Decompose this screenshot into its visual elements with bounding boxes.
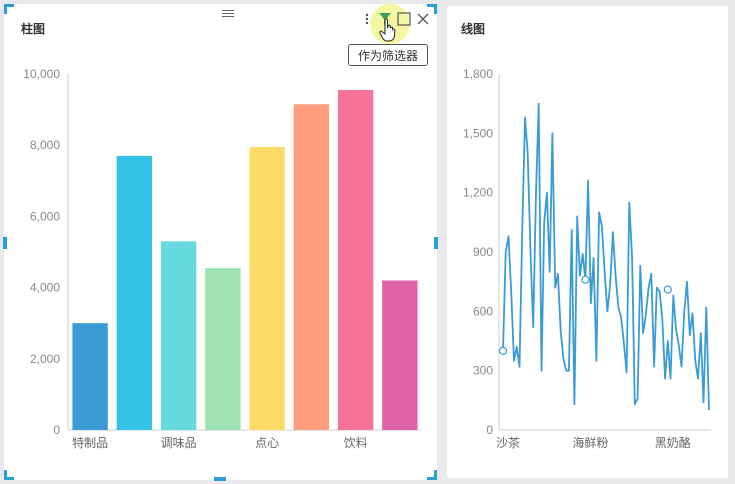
filter-tooltip: 作为筛选器 [348, 44, 428, 66]
selection-corner [434, 470, 437, 480]
y-tick-label: 1,500 [463, 126, 493, 140]
bar [205, 268, 241, 430]
x-tick-label: 点心 [255, 436, 279, 450]
selection-corner [4, 4, 14, 7]
y-tick-label: 8,000 [30, 138, 60, 152]
x-tick-label: 海鲜粉 [572, 435, 608, 450]
resize-handle-right[interactable] [434, 237, 438, 249]
bar-chart-title: 柱图 [21, 22, 46, 36]
bar [293, 104, 330, 430]
y-tick-label: 4,000 [30, 281, 60, 295]
bar [116, 155, 153, 430]
y-tick-label: 900 [473, 245, 493, 259]
line-chart: 0 300 600 900 1,200 1,500 1,800 沙茶 海鲜粉 黑奶酪 [463, 67, 711, 450]
bar-chart: 0 2,000 4,000 6,000 8,000 10,000 特制品 调味品 点心 饮料 [23, 67, 422, 450]
resize-handle-left[interactable] [3, 237, 7, 249]
close-icon[interactable] [417, 12, 429, 25]
drag-handle-icon[interactable] [222, 10, 234, 18]
y-tick-label: 10,000 [23, 67, 60, 81]
y-tick-label: 300 [473, 364, 493, 378]
data-point-marker [663, 285, 672, 294]
y-tick-label: 1,800 [463, 67, 493, 81]
bar [382, 280, 418, 430]
selection-corner [427, 477, 437, 480]
bar [72, 323, 108, 430]
maximize-icon[interactable] [397, 12, 411, 26]
selection-corner [4, 477, 14, 480]
bar [249, 146, 285, 431]
more-icon[interactable] [364, 12, 370, 26]
selection-corner [4, 4, 7, 14]
data-point-marker [581, 275, 590, 284]
y-tick-label: 0 [486, 423, 493, 437]
series-line [502, 102, 710, 411]
bar [160, 241, 197, 430]
x-tick-label: 沙茶 [496, 435, 520, 450]
x-tick-label: 黑奶酪 [655, 435, 691, 450]
y-tick-label: 600 [473, 304, 493, 318]
y-tick-label: 6,000 [30, 209, 60, 223]
resize-handle-bottom[interactable] [214, 477, 226, 481]
bar [337, 90, 374, 431]
x-tick-label: 调味品 [161, 436, 197, 450]
line-chart-title: 线图 [461, 22, 486, 36]
selection-corner [434, 4, 437, 14]
selection-corner [427, 4, 437, 7]
selection-corner [4, 470, 7, 480]
bar-chart-panel[interactable]: 柱图 作为筛选器 0 2,000 4,000 6,000 8,000 10,000 特制品 调… [4, 4, 437, 480]
x-tick-label: 特制品 [72, 435, 108, 450]
line-chart-panel[interactable]: 线图 0 300 600 900 1,200 1,500 1,800 沙茶 海鲜粉 黑奶酪 [447, 6, 728, 478]
y-tick-label: 1,200 [463, 186, 493, 200]
y-tick-label: 0 [53, 423, 60, 437]
x-tick-label: 饮料 [344, 436, 368, 450]
hand-cursor-icon [379, 18, 397, 42]
data-point-marker [498, 346, 508, 355]
y-tick-label: 2,000 [30, 352, 60, 366]
